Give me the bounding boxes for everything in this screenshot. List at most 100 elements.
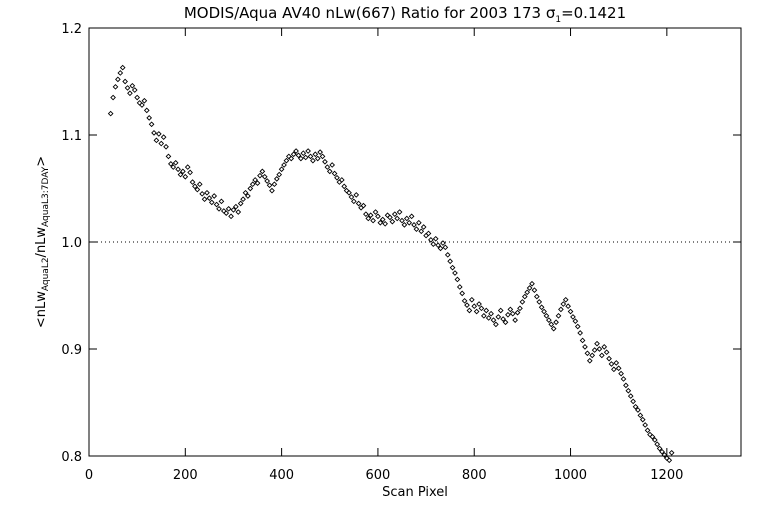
y-tick-label: 1.2 (61, 22, 82, 37)
data-point (459, 290, 466, 297)
x-axis-label: Scan Pixel (382, 485, 448, 500)
data-point (281, 162, 287, 168)
data-point (196, 181, 203, 188)
data-point (233, 203, 239, 210)
data-point (338, 177, 345, 183)
data-point (577, 330, 584, 336)
data-point (635, 407, 641, 413)
data-point (403, 215, 410, 222)
data-point (435, 242, 441, 249)
data-point (259, 168, 266, 175)
data-point (493, 321, 499, 328)
data-point (370, 217, 376, 224)
data-point (187, 169, 193, 176)
data-point (322, 158, 328, 165)
chart-title: MODIS/Aqua AV40 nLw(667) Ratio for 2003 … (184, 4, 626, 25)
data-point (351, 198, 357, 205)
data-point (391, 211, 398, 218)
data-point (572, 318, 579, 325)
data-point (264, 178, 271, 184)
data-point (288, 155, 295, 162)
data-point (367, 212, 374, 219)
data-point (249, 181, 256, 188)
data-point (500, 316, 506, 322)
data-point (644, 427, 651, 434)
data-point (495, 314, 502, 320)
data-point (594, 340, 600, 347)
data-point (654, 441, 661, 448)
data-point (476, 301, 482, 307)
data-point (341, 183, 348, 190)
y-tick-label: 0.8 (61, 450, 82, 465)
ylabel-close: > (34, 156, 49, 167)
data-point (632, 403, 639, 410)
data-point (168, 161, 174, 167)
data-point (148, 121, 155, 128)
data-point (574, 323, 581, 330)
data-point (269, 187, 275, 194)
data-point (464, 302, 470, 308)
ylabel-subscript-1: AquaL2 (41, 257, 51, 291)
data-point (326, 168, 333, 175)
y-axis-label: <nLwAquaL2/nLwAquaL3:7DAY> (34, 156, 51, 328)
data-point (396, 209, 403, 215)
data-point (343, 187, 350, 194)
data-point (526, 285, 533, 291)
data-point (317, 149, 323, 155)
data-point (625, 387, 632, 394)
data-point (601, 344, 608, 350)
x-tick-label: 800 (462, 468, 487, 483)
data-point (329, 162, 336, 168)
x-tick-label: 1200 (650, 468, 683, 483)
data-point (546, 317, 552, 323)
data-point (512, 317, 518, 323)
data-point (228, 213, 234, 220)
data-point (591, 347, 598, 353)
data-point (471, 303, 478, 310)
data-point (444, 252, 451, 258)
data-point (189, 179, 196, 185)
data-point (117, 70, 124, 76)
data-point (558, 306, 564, 313)
data-point (160, 134, 167, 140)
data-point (211, 193, 218, 199)
data-point (153, 137, 160, 144)
data-point (194, 186, 201, 193)
data-point (428, 237, 434, 243)
data-point (216, 205, 222, 212)
data-point (418, 228, 425, 235)
data-point (336, 179, 343, 185)
data-point (235, 209, 242, 215)
data-point (127, 90, 133, 97)
data-point (466, 307, 473, 314)
data-point (257, 172, 263, 179)
data-point (505, 311, 511, 318)
data-point (273, 176, 280, 182)
data-point (649, 433, 656, 440)
data-point (533, 293, 540, 300)
data-point (302, 154, 309, 161)
data-point (437, 245, 444, 252)
ylabel-open: <nLw (34, 291, 49, 328)
data-point (163, 143, 169, 150)
data-point (377, 219, 384, 226)
data-point (413, 226, 420, 232)
data-point (247, 185, 254, 192)
data-point (237, 200, 244, 207)
data-point (122, 78, 128, 85)
data-point (143, 107, 150, 114)
data-point (488, 310, 494, 317)
data-point (115, 76, 121, 83)
data-point (319, 153, 326, 160)
y-axis-ticks: 0.8 0.9 1.0 1.1 1.2 (61, 22, 741, 465)
data-point (165, 153, 172, 160)
data-point (529, 280, 535, 287)
data-point (473, 308, 480, 315)
data-point (483, 307, 490, 314)
data-point (538, 304, 545, 311)
data-point (124, 85, 131, 91)
data-point (136, 100, 143, 106)
data-point (536, 299, 543, 305)
data-point (312, 151, 319, 158)
